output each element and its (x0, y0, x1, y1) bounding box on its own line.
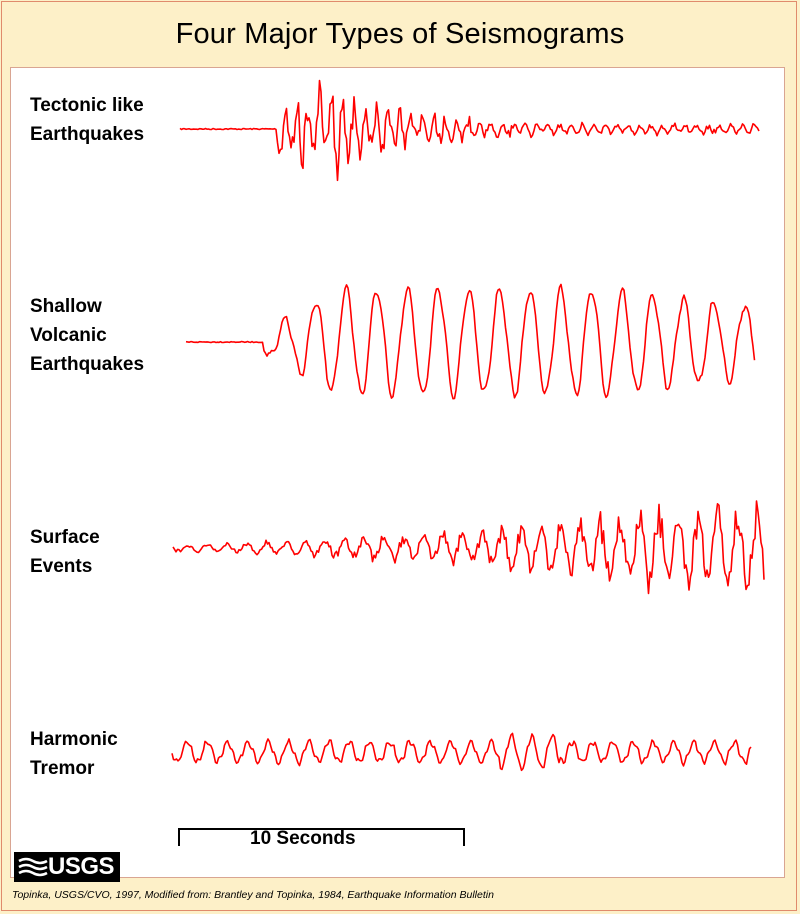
credit-line: Topinka, USGS/CVO, 1997, Modified from: … (12, 889, 494, 901)
scale-bar (178, 828, 465, 846)
label-surface-events: Surface Events (30, 527, 100, 577)
label-shallow-volcanic: Shallow Volcanic Earthquakes (30, 296, 145, 375)
trace-shallow-volcanic (185, 283, 756, 400)
trace-surface-events (172, 500, 765, 595)
scale-label: 10 Seconds (250, 828, 356, 849)
usgs-wave-icon (18, 857, 48, 877)
usgs-logo-text: USGS (47, 853, 115, 880)
figure-title: Four Major Types of Seismograms (175, 18, 625, 50)
usgs-logo: USGS (14, 852, 120, 882)
label-harmonic-tremor: Harmonic Tremor (30, 729, 118, 779)
trace-harmonic-tremor (171, 732, 752, 772)
figure-panel (10, 67, 785, 878)
trace-tectonic (179, 79, 760, 182)
label-tectonic: Tectonic like Earthquakes (30, 95, 145, 145)
